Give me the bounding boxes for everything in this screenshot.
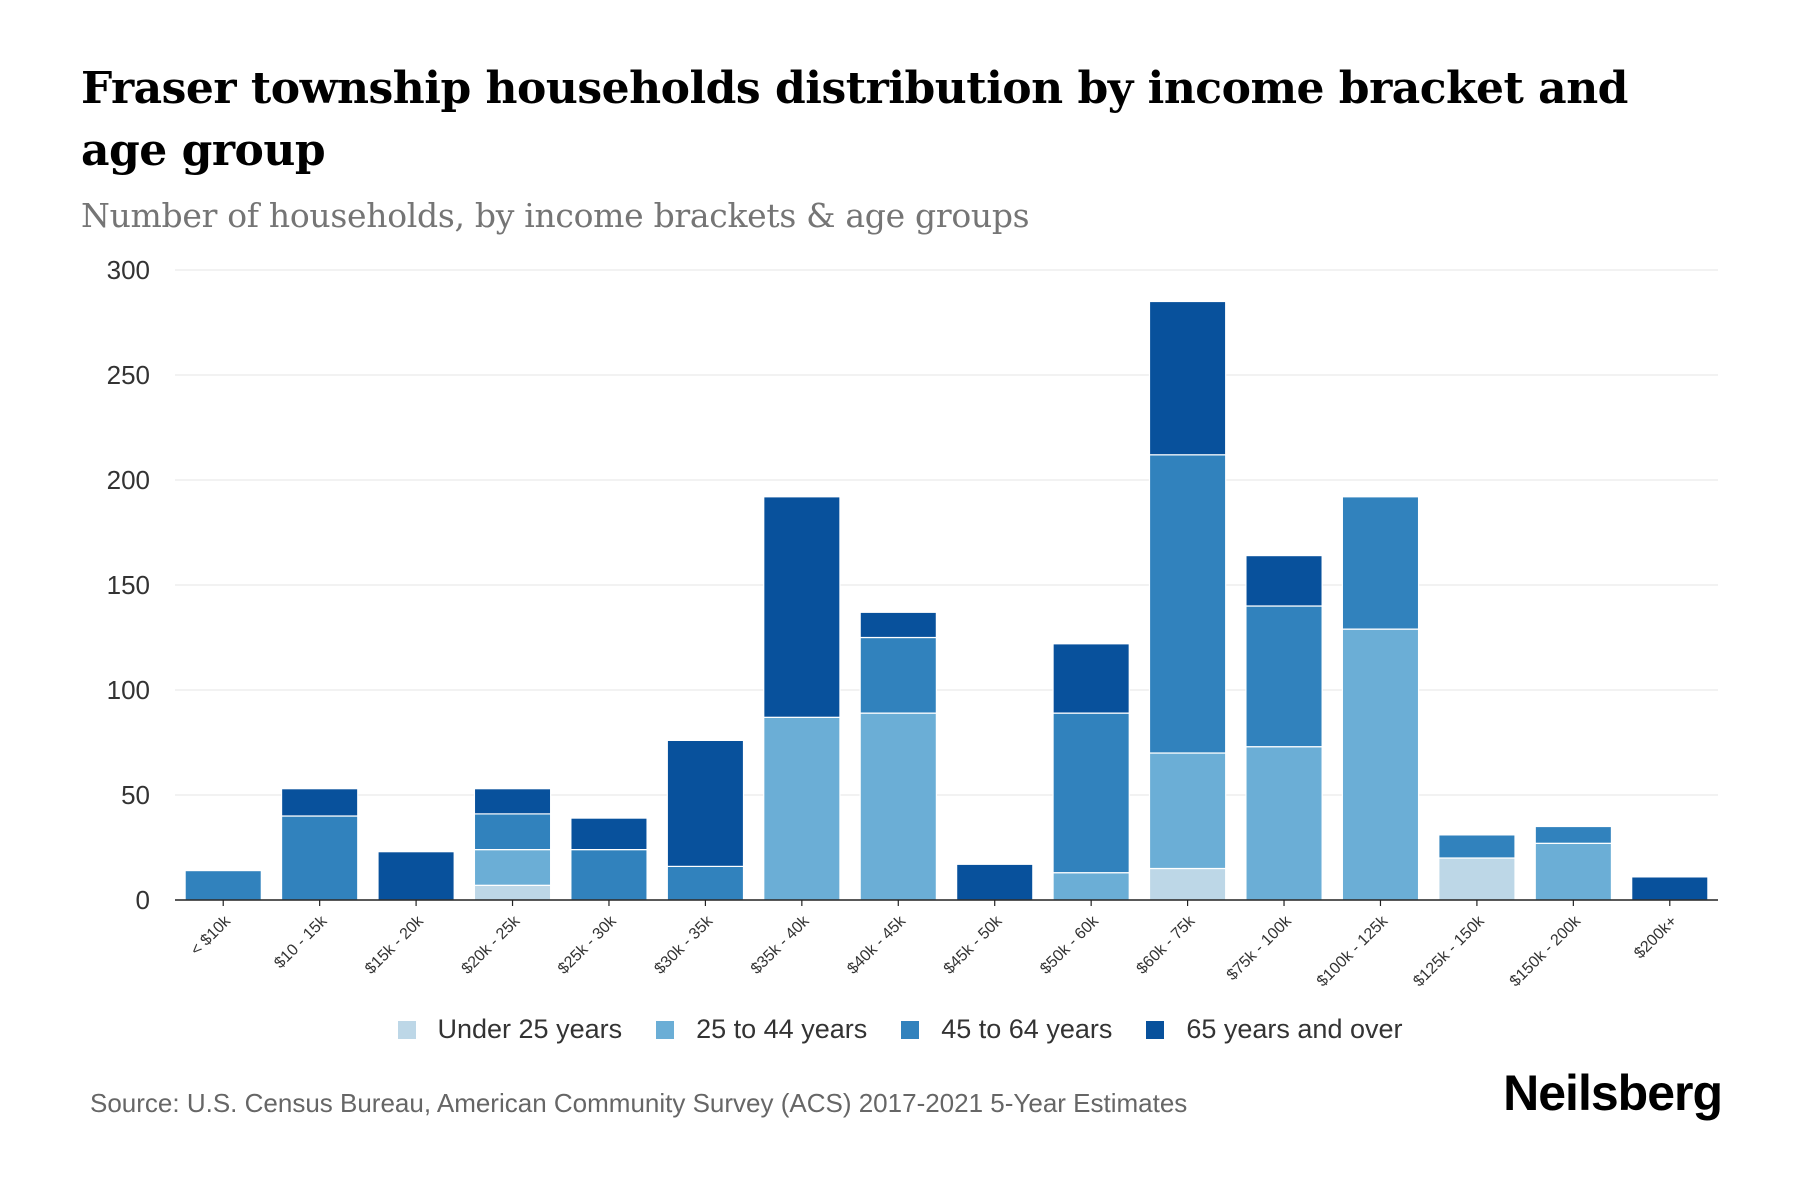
y-tick-label: 50 [121,780,150,810]
x-tick-label: $50k - 60k [1037,912,1103,978]
bar-stack [570,817,648,901]
x-tick-label: $10 - 15k [271,912,331,972]
bar-segment [1148,300,1227,456]
bar-segment [1052,712,1130,874]
bar-segment [666,739,745,868]
bar-stack [184,869,262,901]
brand-logo: Neilsberg [1503,1065,1723,1121]
x-tick-label: $45k - 50k [941,912,1007,978]
bar-stack [1534,825,1613,901]
chart-subtitle: Number of households, by income brackets… [81,196,1030,235]
bar-segment [1438,857,1516,901]
y-tick-label: 100 [107,675,150,705]
bar-segment [377,851,455,901]
bar-segment [1534,825,1613,844]
bar-segment [956,863,1034,901]
bar-segment [473,884,552,901]
legend-label: Under 25 years [437,1014,623,1044]
bar-segment [859,611,937,639]
bar-segment [1148,454,1227,754]
bar-segment [763,496,841,718]
x-tick-label: $200k+ [1631,913,1680,962]
x-tick-label: $20k - 25k [459,912,525,978]
x-axis-ticks: < $10k $10 - 15k $15k - 20k $20k - 25k $25k … [188,900,1681,990]
bar-segment [1341,628,1420,901]
y-axis-ticks: 0 50 100 150 200 250 300 [107,255,150,915]
bar-segment [184,869,262,901]
bar-segment [473,848,552,886]
bar-segment [1534,842,1613,901]
bar-segment [859,712,937,901]
bar-segment [280,815,359,901]
y-tick-label: 0 [136,885,150,915]
bar-stack [1148,300,1227,901]
y-tick-label: 300 [107,255,150,285]
bar-segment [1148,867,1227,901]
bar-segment [1052,643,1130,714]
bar-stack [763,496,841,901]
legend-label: 25 to 44 years [696,1014,868,1044]
bar-stack [1052,643,1130,901]
x-tick-label: $30k - 35k [651,912,717,978]
legend-item: Under 25 years [397,1014,623,1045]
bar-segment [473,788,552,815]
legend-label: 45 to 64 years [941,1014,1113,1044]
bar-segment [1245,605,1323,748]
source-note: Source: U.S. Census Bureau, American Com… [90,1088,1188,1118]
bars [184,300,1709,901]
legend-label: 65 years and over [1186,1014,1403,1044]
bar-segment [1341,496,1420,630]
bar-segment [1052,872,1130,901]
bar-segment [1438,834,1516,859]
x-tick-label: $60k - 75k [1134,912,1200,978]
x-tick-label: $100k - 125k [1314,912,1392,990]
bar-stack [859,611,937,901]
y-tick-label: 250 [107,360,150,390]
bar-segment [570,848,648,901]
bar-segment [666,865,745,901]
bar-stack [1438,834,1516,901]
bar-segment [1148,752,1227,870]
bar-segment [280,788,359,817]
legend-item: 25 to 44 years [656,1014,867,1045]
x-tick-label: $25k - 30k [555,912,621,978]
bar-stack [473,788,552,901]
x-tick-label: $125k - 150k [1410,912,1488,990]
x-tick-label: $15k - 20k [362,912,428,978]
bar-segment [859,636,937,714]
x-tick-label: $150k - 200k [1507,912,1585,990]
legend-item: 45 to 64 years [901,1014,1112,1045]
x-tick-label: $40k - 45k [844,912,910,978]
gridlines [175,269,1718,796]
legend-item: 65 years and over [1146,1014,1403,1045]
bar-segment [473,813,552,851]
bar-segment [1245,746,1323,901]
legend-swatch [1146,1020,1165,1039]
bar-stack [956,863,1034,901]
chart-title: Fraser township households distribution … [81,63,1628,176]
bar-stack [280,788,359,901]
bar-segment [763,716,841,901]
legend-swatch [397,1020,416,1039]
bar-stack [666,739,745,901]
bar-stack [1631,876,1709,901]
bar-stack [377,851,455,901]
legend: Under 25 years 25 to 44 years 45 to 64 yea… [0,1014,1800,1045]
bar-stack [1341,496,1420,901]
x-tick-label: $75k - 100k [1224,912,1296,984]
x-tick-label: < $10k [188,912,235,959]
bar-segment [1631,876,1709,901]
legend-swatch [901,1020,920,1039]
y-tick-label: 200 [107,465,150,495]
legend-swatch [656,1020,675,1039]
bar-segment [1245,554,1323,607]
y-tick-label: 150 [107,570,150,600]
x-tick-label: $35k - 40k [748,912,814,978]
bar-stack [1245,554,1323,901]
bar-segment [570,817,648,851]
